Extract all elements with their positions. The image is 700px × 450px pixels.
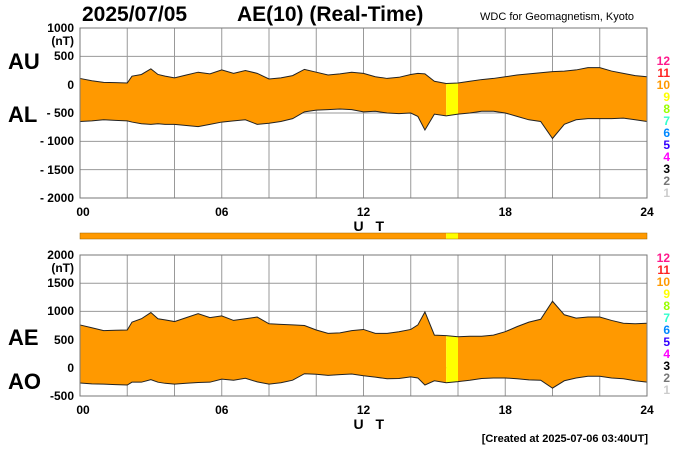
station-count-bar-segment — [458, 233, 647, 239]
y-tick-label: 2000 — [47, 248, 74, 262]
legend-item-4: 4 — [663, 150, 670, 164]
y-tick-label: - 1000 — [39, 134, 74, 149]
legend-item-8: 8 — [663, 102, 670, 116]
y-tick-label: - 500 — [46, 106, 74, 120]
legend-item-12: 12 — [656, 54, 670, 68]
au-label: AU — [8, 49, 40, 74]
x-tick-label: 00 — [76, 205, 90, 219]
legend-item-5: 5 — [663, 138, 670, 152]
x-tick-label: 18 — [498, 403, 512, 417]
area-fill-stations-10 — [80, 311, 447, 386]
legend-item-7: 7 — [663, 311, 670, 325]
legend-item-7: 7 — [663, 114, 670, 128]
plot-frame — [79, 27, 648, 199]
y-tick-label: - 2000 — [39, 191, 74, 205]
legend-item-11: 11 — [657, 263, 670, 277]
legend-item-4: 4 — [663, 347, 670, 361]
series-line-ae — [79, 300, 648, 338]
legend-item-1: 1 — [663, 383, 670, 397]
y-unit-label: (nT) — [51, 34, 74, 48]
x-tick-label: 24 — [640, 403, 654, 417]
y-tick-label: 500 — [53, 332, 74, 347]
y-tick-label: - 1500 — [39, 162, 74, 177]
chart-title: AE(10) (Real-Time) — [237, 3, 424, 26]
y-tick-label: 0 — [67, 77, 74, 92]
legend-item-9: 9 — [663, 287, 670, 301]
x-axis-label: U T — [353, 218, 389, 234]
station-count-bar-segment — [80, 233, 447, 239]
x-tick-label: 12 — [356, 205, 371, 219]
y-tick-label: -500 — [49, 389, 74, 403]
x-tick-label: 06 — [215, 403, 229, 417]
x-tick-label: 18 — [498, 205, 512, 219]
legend-item-1: 1 — [663, 186, 670, 200]
legend-item-10: 10 — [656, 78, 670, 92]
legend-item-9: 9 — [663, 90, 670, 104]
station-count-bar-segment — [446, 233, 458, 239]
area-fill-stations-10 — [458, 67, 647, 139]
legend-item-6: 6 — [663, 126, 670, 140]
legend-item-11: 11 — [657, 66, 670, 80]
legend-item-5: 5 — [663, 335, 670, 349]
x-axis-label: U T — [353, 416, 389, 432]
station-count-bar — [79, 232, 648, 240]
area-fill-stations-9 — [446, 82, 458, 116]
series-line-al — [79, 108, 648, 140]
plot-frame — [79, 254, 648, 397]
area-fill-stations-9 — [446, 335, 458, 383]
x-tick-label: 12 — [356, 403, 371, 417]
legend-item-10: 10 — [656, 275, 670, 289]
al-label: AL — [8, 102, 38, 127]
y-tick-label: 1500 — [47, 276, 74, 291]
legend-item-2: 2 — [663, 371, 670, 385]
ae-label: AE — [8, 325, 39, 350]
legend-item-3: 3 — [663, 162, 670, 176]
area-fill-stations-10 — [80, 68, 447, 130]
x-tick-label: 24 — [640, 205, 654, 219]
y-tick-label: 1000 — [47, 304, 74, 319]
legend-item-6: 6 — [663, 323, 670, 337]
date-title: 2025/07/05 — [82, 3, 188, 26]
legend-item-12: 12 — [656, 251, 670, 265]
created-timestamp: [Created at 2025-07-06 03:40UT] — [481, 433, 648, 445]
y-unit-label: (nT) — [51, 261, 74, 275]
y-tick-label: 500 — [53, 49, 74, 64]
series-line-ao — [79, 373, 648, 389]
series-line-au — [79, 67, 648, 85]
ao-label: AO — [8, 369, 41, 394]
legend-item-8: 8 — [663, 299, 670, 313]
x-tick-label: 06 — [215, 205, 229, 219]
y-tick-label: 0 — [67, 360, 74, 375]
area-fill-stations-10 — [458, 301, 647, 389]
legend-item-2: 2 — [663, 174, 670, 188]
y-tick-label: 1000 — [47, 21, 74, 35]
x-tick-label: 00 — [76, 403, 90, 417]
legend-item-3: 3 — [663, 359, 670, 373]
credit-text: WDC for Geomagnetism, Kyoto — [480, 11, 635, 23]
